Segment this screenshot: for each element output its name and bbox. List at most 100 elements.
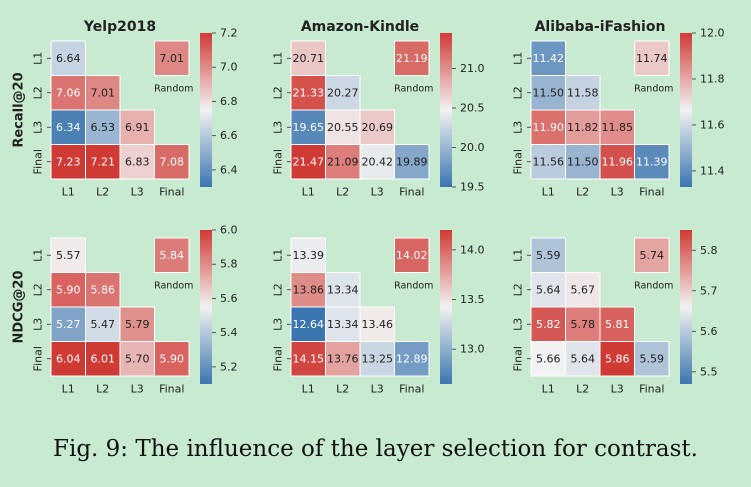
random-label: Random	[394, 83, 433, 94]
y-tick-label: L2	[32, 86, 45, 99]
heatmap-cell	[154, 341, 190, 377]
y-tick-label: Final	[32, 149, 45, 174]
x-tick-label: Final	[159, 383, 184, 396]
cell-label: 21.47	[293, 155, 325, 168]
x-tick-label: L3	[611, 186, 624, 199]
heatmap-cell	[50, 306, 86, 342]
cell-label: 13.76	[327, 352, 359, 365]
cell-label: 21.33	[293, 86, 325, 99]
cell-label: 6.53	[91, 121, 116, 134]
cell-label: 11.58	[567, 86, 599, 99]
y-tick-label: L3	[512, 121, 525, 134]
heatmap-cell	[85, 75, 121, 111]
colorbar-tick-label: 14.0	[460, 243, 485, 256]
x-tick-label: L3	[371, 383, 384, 396]
y-tick-label: L1	[512, 52, 525, 65]
cell-label: 13.86	[293, 283, 325, 296]
heatmap-cell	[119, 341, 155, 377]
colorbar-tick-label: 11.8	[700, 72, 725, 85]
heatmap-cell	[325, 341, 361, 377]
cell-label: 5.86	[91, 283, 116, 296]
y-axis-label: Recall@20	[12, 72, 27, 147]
heatmap-cell	[325, 272, 361, 308]
y-tick-label: L1	[512, 249, 525, 262]
heatmap-cell	[154, 144, 190, 180]
x-tick-label: L1	[542, 186, 555, 199]
colorbar-tick-label: 11.6	[700, 118, 725, 131]
cell-label: 20.42	[362, 155, 394, 168]
colorbar-tick-label: 21.0	[460, 62, 485, 75]
cell-label: 20.27	[327, 86, 359, 99]
heatmap-cell	[530, 272, 566, 308]
x-tick-label: L2	[336, 383, 349, 396]
heatmap-cell	[85, 306, 121, 342]
cell-label: 13.34	[327, 318, 359, 331]
heatmap-cell	[50, 341, 86, 377]
y-tick-label: L1	[32, 52, 45, 65]
random-label: Random	[154, 83, 193, 94]
cell-label: 11.96	[602, 155, 634, 168]
cell-label: 14.15	[293, 352, 325, 365]
colorbar-tick-label: 20.0	[460, 141, 485, 154]
cell-label: 13.25	[362, 352, 394, 365]
heatmap-cell	[565, 341, 601, 377]
cell-label: 13.46	[362, 318, 394, 331]
cell-label: 5.67	[571, 283, 596, 296]
x-tick-label: L3	[131, 383, 144, 396]
panel-title: Yelp2018	[83, 19, 156, 35]
x-tick-label: L2	[96, 383, 109, 396]
colorbar-tick-label: 5.8	[220, 258, 238, 271]
heatmap-cell	[394, 144, 430, 180]
cell-label: 7.01	[91, 86, 116, 99]
cell-label: 5.81	[605, 318, 630, 331]
x-tick-label: Final	[639, 186, 664, 199]
x-tick-label: L1	[62, 383, 75, 396]
cell-label: 12.64	[293, 318, 325, 331]
cell-label: 5.27	[56, 318, 81, 331]
heatmap-cell	[634, 40, 670, 76]
x-tick-label: L2	[336, 186, 349, 199]
x-tick-label: L3	[371, 186, 384, 199]
colorbar	[680, 230, 692, 384]
random-label: Random	[154, 280, 193, 291]
cell-label: 13.39	[293, 249, 325, 262]
cell-label: 21.19	[396, 52, 428, 65]
y-tick-label: L3	[272, 121, 285, 134]
heatmap-cell	[634, 341, 670, 377]
colorbar-tick-label: 5.8	[700, 244, 718, 257]
random-label: Random	[634, 83, 673, 94]
cell-label: 5.82	[536, 318, 561, 331]
cell-label: 11.42	[533, 52, 565, 65]
heatmap-cell	[359, 144, 395, 180]
colorbar-tick-label: 12.0	[700, 27, 725, 40]
cell-label: 6.64	[56, 52, 81, 65]
heatmap-cell	[359, 306, 395, 342]
cell-label: 6.83	[125, 155, 150, 168]
colorbar	[440, 230, 452, 384]
x-tick-label: L1	[542, 383, 555, 396]
cell-label: 5.78	[571, 318, 596, 331]
colorbar-tick-label: 6.0	[220, 224, 238, 237]
cell-label: 11.90	[533, 121, 565, 134]
heatmap-cell	[634, 144, 670, 180]
cell-label: 5.64	[536, 283, 561, 296]
y-tick-label: L2	[32, 283, 45, 296]
heatmap-cell	[599, 306, 635, 342]
x-tick-label: Final	[639, 383, 664, 396]
cell-label: 6.91	[125, 121, 150, 134]
colorbar	[680, 33, 692, 187]
cell-label: 14.02	[396, 249, 428, 262]
cell-label: 20.69	[362, 121, 394, 134]
cell-label: 20.55	[327, 121, 359, 134]
heatmap-cell	[290, 341, 326, 377]
heatmap-cell	[119, 306, 155, 342]
heatmap-cell	[530, 40, 566, 76]
x-tick-label: L2	[576, 186, 589, 199]
heatmap-cell	[85, 109, 121, 145]
cell-label: 7.08	[160, 155, 185, 168]
x-tick-label: L2	[96, 186, 109, 199]
y-tick-label: L3	[272, 318, 285, 331]
cell-label: 5.59	[640, 352, 665, 365]
y-tick-label: L2	[512, 86, 525, 99]
heatmap-cell	[290, 40, 326, 76]
